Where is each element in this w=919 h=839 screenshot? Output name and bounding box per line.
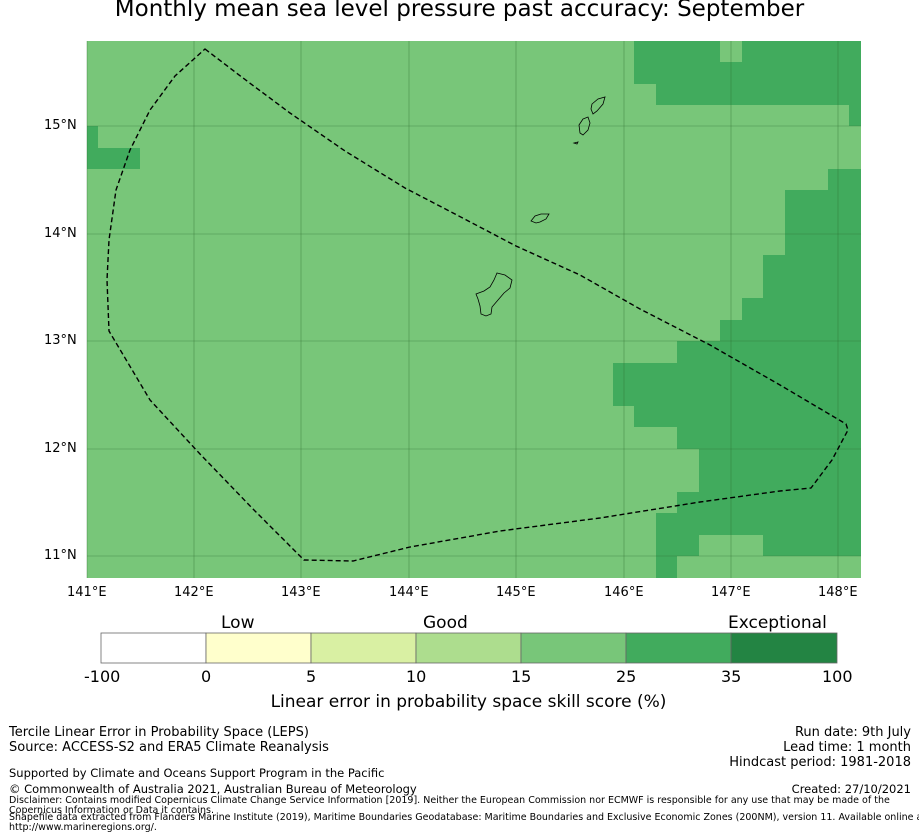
island-rota xyxy=(530,213,550,224)
island-guam xyxy=(475,272,513,317)
colorbar-tick-neg100: -100 xyxy=(84,667,121,686)
footer-source: Source: ACCESS-S2 and ERA5 Climate Reana… xyxy=(9,740,329,755)
y-tick-13n: 13°N xyxy=(44,333,77,348)
x-tick-143e: 143°E xyxy=(281,585,321,600)
x-tick-141e: 141°E xyxy=(67,585,107,600)
y-tick-15n: 15°N xyxy=(44,118,77,133)
colorbar-tick-25: 25 xyxy=(616,667,637,686)
footer-hindcast: Hindcast period: 1981-2018 xyxy=(729,755,911,770)
footer-copyright: © Commonwealth of Australia 2021, Austra… xyxy=(9,782,417,796)
island-tinian xyxy=(578,116,591,136)
colorbar-tick-35: 35 xyxy=(721,667,742,686)
footer-disclaimer-2: Copernicus Information or Data it contai… xyxy=(9,805,215,816)
skill-region-northeast xyxy=(634,41,861,126)
eez-boundary xyxy=(106,48,849,562)
colorbar-segment-10-15 xyxy=(415,632,522,664)
colorbar-tick-0: 0 xyxy=(201,667,212,686)
colorbar-segment-0-5 xyxy=(205,632,312,664)
islands xyxy=(475,96,606,317)
colorbar-segment-15-25 xyxy=(520,632,627,664)
y-tick-14n: 14°N xyxy=(44,226,77,241)
colorbar-category-low: Low xyxy=(221,613,255,633)
colorbar-axis-label: Linear error in probability space skill … xyxy=(270,692,667,712)
footer-run-date: Run date: 9th July xyxy=(794,725,911,740)
footer-disclaimer-1: Disclaimer: Contains modified Copernicus… xyxy=(9,795,890,806)
x-tick-147e: 147°E xyxy=(711,585,751,600)
x-tick-144e: 144°E xyxy=(389,585,429,600)
footer-disclaimer-4: http://www.marineregions.org/. xyxy=(9,822,157,833)
skill-regions-25-35 xyxy=(87,41,861,578)
colorbar-tick-100: 100 xyxy=(822,667,853,686)
colorbar-segment-25-35 xyxy=(625,632,732,664)
colorbar-segment-5-10 xyxy=(310,632,417,664)
x-tick-148e: 148°E xyxy=(818,585,858,600)
island-aguijan xyxy=(572,141,579,145)
graticule xyxy=(86,41,861,578)
footer-method: Tercile Linear Error in Probability Spac… xyxy=(9,725,309,740)
skill-region-east xyxy=(613,169,861,578)
colorbar-tick-5: 5 xyxy=(306,667,317,686)
colorbar-tick-10: 10 xyxy=(406,667,427,686)
footer-disclaimer-3: Shapefile data extracted from Flanders M… xyxy=(9,812,919,823)
x-tick-142e: 142°E xyxy=(174,585,214,600)
colorbar-segment-neg100-0 xyxy=(100,632,207,664)
colorbar-category-exceptional: Exceptional xyxy=(728,613,827,633)
colorbar xyxy=(100,632,838,664)
y-tick-11n: 11°N xyxy=(44,548,77,563)
footer-created: Created: 27/10/2021 xyxy=(791,782,911,796)
map-title: Monthly mean sea level pressure past acc… xyxy=(114,0,805,22)
y-tick-12n: 12°N xyxy=(44,441,77,456)
footer-supported: Supported by Climate and Oceans Support … xyxy=(9,766,385,780)
colorbar-tick-15: 15 xyxy=(511,667,532,686)
colorbar-segment-35-100 xyxy=(730,632,838,664)
footer-lead-time: Lead time: 1 month xyxy=(783,740,911,755)
island-saipan xyxy=(590,96,606,115)
colorbar-category-good: Good xyxy=(423,613,468,633)
x-tick-145e: 145°E xyxy=(496,585,536,600)
x-tick-146e: 146°E xyxy=(604,585,644,600)
